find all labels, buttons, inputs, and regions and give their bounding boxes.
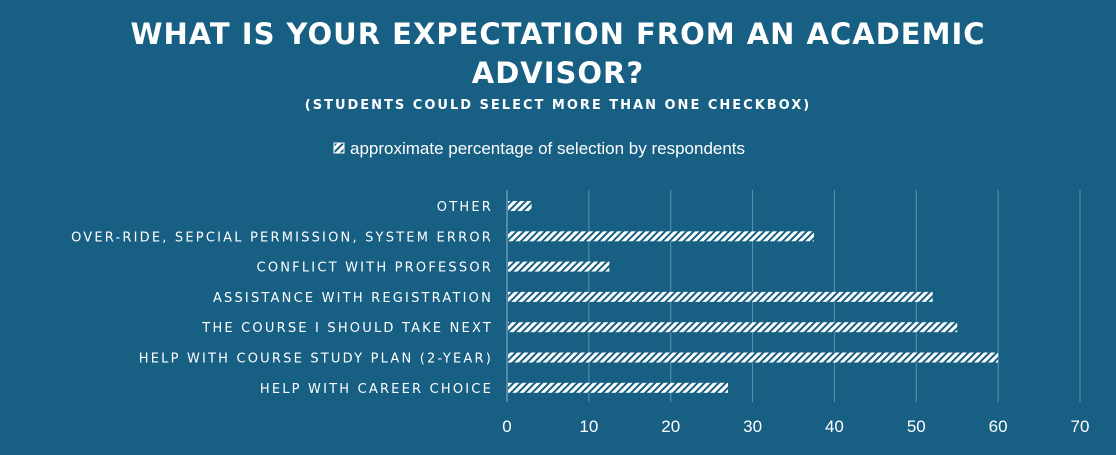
- category-label: OTHER: [437, 200, 493, 215]
- x-tick-label: 30: [743, 417, 762, 436]
- x-tick-label: 10: [579, 417, 598, 436]
- category-label: OVER-RIDE, SEPCIAL PERMISSION, SYSTEM ER…: [71, 230, 493, 245]
- x-tick-label: 70: [1071, 417, 1090, 436]
- category-labels: OTHER OVER-RIDE, SEPCIAL PERMISSION, SYST…: [71, 200, 493, 397]
- x-tick-label: 40: [825, 417, 844, 436]
- x-tick-label: 60: [989, 417, 1008, 436]
- x-tick-label: 50: [907, 417, 926, 436]
- bar: [508, 352, 999, 363]
- bar: [508, 382, 729, 393]
- x-tick-label: 20: [661, 417, 680, 436]
- bar: [508, 231, 814, 242]
- legend-label: approximate percentage of selection by r…: [350, 139, 745, 158]
- chart-title-line-2: ADVISOR?: [472, 56, 644, 90]
- chart-subtitle: (STUDENTS COULD SELECT MORE THAN ONE CHE…: [305, 98, 811, 113]
- x-tick-label: 0: [502, 417, 511, 436]
- legend-swatch: [333, 142, 345, 154]
- bar: [508, 261, 610, 272]
- category-label: THE COURSE I SHOULD TAKE NEXT: [201, 321, 493, 336]
- bar: [508, 322, 958, 333]
- chart-title-line-1: WHAT IS YOUR EXPECTATION FROM AN ACADEMI…: [130, 17, 985, 51]
- legend: approximate percentage of selection by r…: [333, 139, 745, 158]
- bar: [508, 201, 532, 211]
- x-axis-tick-labels: 0 10 20 30 40 50 60 70: [502, 417, 1089, 436]
- category-label: CONFLICT WITH PROFESSOR: [257, 261, 493, 276]
- category-label: ASSISTANCE WITH REGISTRATION: [213, 291, 493, 306]
- bar: [508, 291, 933, 302]
- category-label: HELP WITH COURSE STUDY PLAN (2-YEAR): [139, 352, 493, 367]
- bars: [508, 201, 999, 393]
- category-label: HELP WITH CAREER CHOICE: [260, 382, 493, 397]
